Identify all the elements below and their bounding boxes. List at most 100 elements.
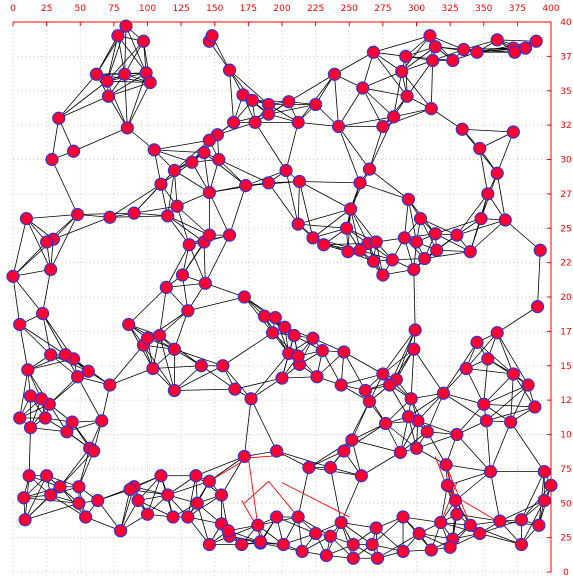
network-edge xyxy=(209,456,245,482)
network-node xyxy=(387,110,401,124)
network-node xyxy=(22,469,36,483)
network-edge xyxy=(338,126,370,170)
network-edge xyxy=(276,450,331,468)
y-tick-label: 50 xyxy=(560,499,572,509)
network-edge xyxy=(521,485,552,521)
network-node xyxy=(153,328,167,343)
network-node xyxy=(261,176,276,190)
network-node xyxy=(214,488,229,502)
network-node xyxy=(222,63,237,77)
network-node xyxy=(412,526,426,541)
network-edge xyxy=(174,170,210,193)
network-node xyxy=(319,548,333,563)
network-edge xyxy=(209,192,230,236)
network-edge xyxy=(447,471,491,486)
network-edge xyxy=(312,208,351,239)
network-edge xyxy=(167,170,175,216)
network-edge xyxy=(222,365,252,400)
network-edge xyxy=(133,170,175,214)
network-node xyxy=(439,458,453,472)
network-edge xyxy=(195,456,245,477)
network-edge xyxy=(24,502,80,521)
network-node xyxy=(44,488,58,502)
network-node xyxy=(463,518,477,532)
network-node xyxy=(346,537,360,552)
network-edge xyxy=(413,349,444,394)
network-node xyxy=(385,253,399,267)
network-node xyxy=(154,177,168,191)
network-node xyxy=(147,143,161,157)
network-edge xyxy=(483,384,529,405)
network-node xyxy=(131,493,145,508)
network-node xyxy=(101,89,116,103)
network-node xyxy=(337,444,351,458)
y-tick-label: 32 xyxy=(560,121,571,131)
y-axis-ticks: 0 25 50 75 10 12 15 17 20 22 25 27 30 32 35 37 40 xyxy=(547,18,572,578)
network-node xyxy=(190,496,204,510)
network-node xyxy=(167,163,181,178)
x-tick-label: 200 xyxy=(273,4,290,14)
network-node xyxy=(103,378,117,392)
network-edge xyxy=(176,206,190,245)
network-edge xyxy=(338,126,361,184)
network-edge xyxy=(465,332,498,369)
network-edge xyxy=(410,349,415,399)
network-node xyxy=(508,45,522,59)
y-tick-label: 37 xyxy=(560,52,571,62)
y-tick-label: 0 xyxy=(563,568,569,578)
network-edge xyxy=(203,152,246,186)
network-node xyxy=(428,227,442,241)
network-node xyxy=(275,371,289,385)
network-edge xyxy=(465,368,485,405)
network-edge xyxy=(369,116,394,170)
network-edge xyxy=(395,329,416,380)
network-edge xyxy=(338,116,394,127)
network-edge xyxy=(78,448,91,487)
network-node xyxy=(463,245,477,259)
network-edge xyxy=(196,503,210,545)
network-node xyxy=(339,221,354,235)
network-edge xyxy=(108,82,151,97)
network-node xyxy=(81,364,95,378)
network-edge xyxy=(42,313,52,355)
highlighted-edge xyxy=(440,482,458,523)
network-edge xyxy=(167,480,210,496)
network-node xyxy=(253,535,268,549)
network-node xyxy=(504,415,518,429)
network-edge xyxy=(382,348,415,375)
network-edge xyxy=(218,159,269,184)
network-node xyxy=(341,245,355,259)
network-node xyxy=(532,518,546,532)
network-node xyxy=(396,544,410,558)
network-node xyxy=(65,415,79,429)
network-edge xyxy=(334,74,339,127)
network-node xyxy=(443,540,457,554)
network-node xyxy=(194,359,208,373)
network-node xyxy=(103,210,117,224)
network-edge xyxy=(154,149,205,154)
network-node xyxy=(53,480,67,494)
network-node xyxy=(127,206,141,220)
network-edge xyxy=(359,182,409,200)
network-edge xyxy=(373,52,408,97)
network-node xyxy=(19,212,34,226)
network-node xyxy=(436,386,450,400)
network-node xyxy=(455,122,469,136)
network-edge xyxy=(496,332,529,386)
network-edge xyxy=(401,35,431,72)
network-node xyxy=(291,510,305,524)
network-node xyxy=(70,207,85,222)
network-edge xyxy=(53,216,110,240)
network-node xyxy=(123,482,137,497)
network-node xyxy=(143,75,157,90)
network-node xyxy=(202,228,216,242)
network-edge xyxy=(73,127,128,152)
network-node xyxy=(327,67,342,81)
network-node xyxy=(498,213,512,227)
network-edge xyxy=(298,121,339,127)
network-node xyxy=(87,444,101,458)
network-edge xyxy=(382,329,416,375)
y-tick-label: 25 xyxy=(560,224,571,234)
network-node xyxy=(245,93,260,107)
network-node xyxy=(446,53,460,68)
